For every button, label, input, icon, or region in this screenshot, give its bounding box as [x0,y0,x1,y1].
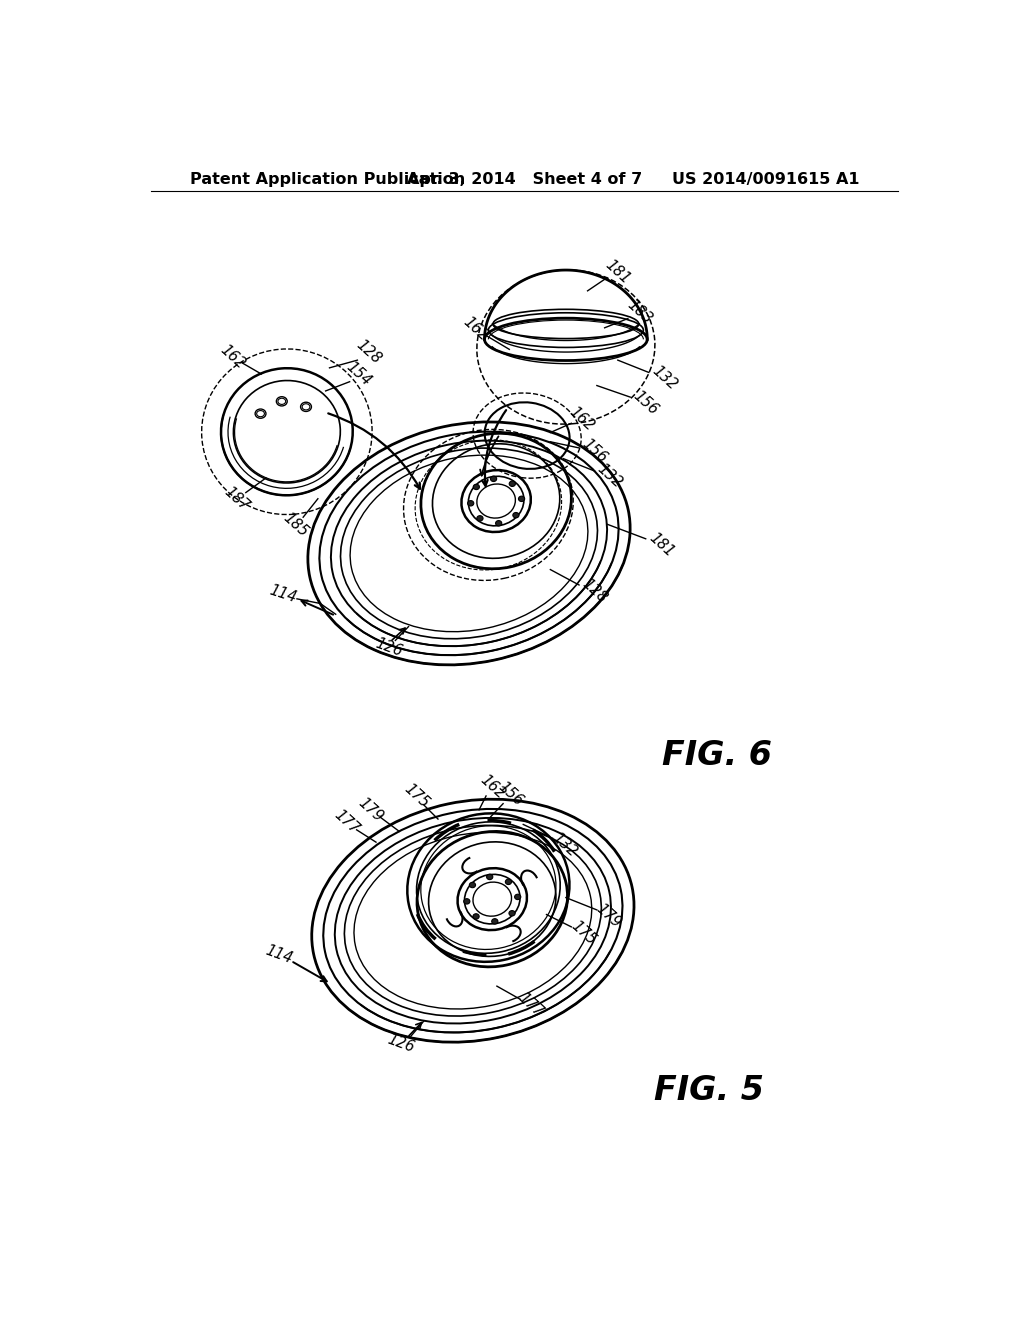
Text: 162: 162 [566,404,597,433]
Text: 114: 114 [267,583,299,606]
Ellipse shape [490,477,497,482]
Text: 154: 154 [344,359,375,389]
Ellipse shape [509,911,515,916]
Text: 177: 177 [331,808,361,837]
Ellipse shape [477,516,483,521]
Text: 181: 181 [646,531,677,560]
Text: US 2014/0091615 A1: US 2014/0091615 A1 [672,172,859,186]
Text: FIG. 6: FIG. 6 [662,739,772,772]
Text: 156: 156 [580,436,610,466]
Text: 156: 156 [496,780,526,809]
Ellipse shape [486,874,493,879]
Ellipse shape [496,520,502,525]
Ellipse shape [509,480,515,487]
Text: 132: 132 [595,462,626,491]
Ellipse shape [276,397,287,407]
Ellipse shape [301,403,311,412]
Ellipse shape [518,496,524,502]
Text: 162: 162 [477,772,508,801]
Text: Apr. 3, 2014   Sheet 4 of 7: Apr. 3, 2014 Sheet 4 of 7 [408,172,642,186]
Ellipse shape [492,919,498,924]
Text: 185: 185 [281,510,310,540]
Ellipse shape [468,500,474,506]
Text: 114: 114 [263,942,295,966]
Text: 132: 132 [550,830,581,861]
Ellipse shape [473,484,479,490]
Text: 183: 183 [625,297,654,327]
Text: 179: 179 [355,795,386,825]
Text: 126: 126 [373,635,404,659]
Text: 187: 187 [221,484,252,513]
Text: 179: 179 [593,902,624,931]
Ellipse shape [473,913,479,919]
Text: 126: 126 [385,1032,417,1056]
Ellipse shape [505,879,512,884]
Text: 156: 156 [631,388,662,418]
Text: 175: 175 [568,919,599,948]
Ellipse shape [255,409,266,418]
Text: 162: 162 [217,342,248,372]
Text: 128: 128 [580,577,610,606]
Ellipse shape [469,882,475,888]
Text: 175: 175 [401,781,432,810]
Text: 181: 181 [602,257,633,288]
Ellipse shape [513,512,519,517]
Text: 132: 132 [649,363,680,393]
Text: 177: 177 [516,990,547,1020]
Text: 128: 128 [353,338,384,367]
Text: 162: 162 [460,314,490,345]
Ellipse shape [515,894,521,900]
Text: Patent Application Publication: Patent Application Publication [190,172,465,186]
Text: FIG. 5: FIG. 5 [654,1073,764,1106]
Ellipse shape [464,899,470,904]
